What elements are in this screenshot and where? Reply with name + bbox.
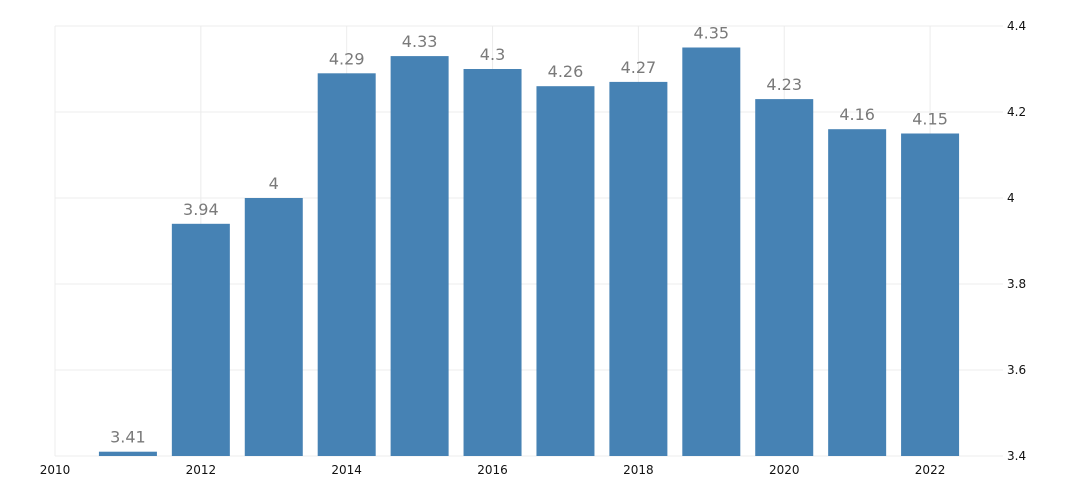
bar [244, 198, 303, 456]
x-tick-label: 2020 [769, 463, 800, 477]
bar [755, 99, 814, 456]
y-tick-label: 3.8 [1007, 277, 1026, 291]
bar-value-label: 4.29 [329, 49, 365, 68]
x-tick-label: 2012 [186, 463, 217, 477]
x-tick-label: 2010 [40, 463, 71, 477]
bar [390, 56, 449, 456]
bar-value-label: 4.35 [693, 24, 729, 43]
bar [171, 223, 230, 456]
bar-value-label: 4.33 [402, 32, 438, 51]
bar [901, 133, 960, 456]
x-tick-label: 2016 [477, 463, 508, 477]
bar-value-label: 4.3 [480, 45, 505, 64]
x-axis: 2010 2012 2014 2016 2018 2020 2022 [40, 463, 946, 477]
x-tick-label: 2022 [915, 463, 946, 477]
bar [609, 81, 668, 457]
bar [463, 69, 522, 456]
bar-value-label: 4.23 [766, 75, 802, 94]
bar [317, 73, 376, 457]
bar-value-label: 4.26 [548, 62, 584, 81]
bar-value-label: 4.16 [839, 105, 875, 124]
bar-value-label: 3.94 [183, 200, 219, 219]
y-tick-label: 4 [1007, 191, 1015, 205]
y-tick-label: 3.6 [1007, 363, 1026, 377]
bar-value-label: 3.41 [110, 428, 146, 447]
y-axis: 3.4 3.6 3.8 4 4.2 4.4 [1007, 19, 1026, 463]
bar [828, 129, 887, 456]
x-tick-label: 2018 [623, 463, 654, 477]
bar-value-label: 4.15 [912, 110, 948, 129]
bar [536, 86, 595, 456]
bar [98, 451, 157, 456]
bar-value-label: 4.27 [621, 58, 657, 77]
bar [682, 47, 741, 456]
y-tick-label: 3.4 [1007, 449, 1026, 463]
x-tick-label: 2014 [331, 463, 362, 477]
y-tick-label: 4.2 [1007, 105, 1026, 119]
bars [98, 47, 960, 457]
bar-value-label: 4 [269, 174, 279, 193]
data-labels: 3.41 3.94 4 4.29 4.33 4.3 4.26 4.27 4.35 4.23 4.16… [110, 24, 948, 447]
y-tick-label: 4.4 [1007, 19, 1026, 33]
